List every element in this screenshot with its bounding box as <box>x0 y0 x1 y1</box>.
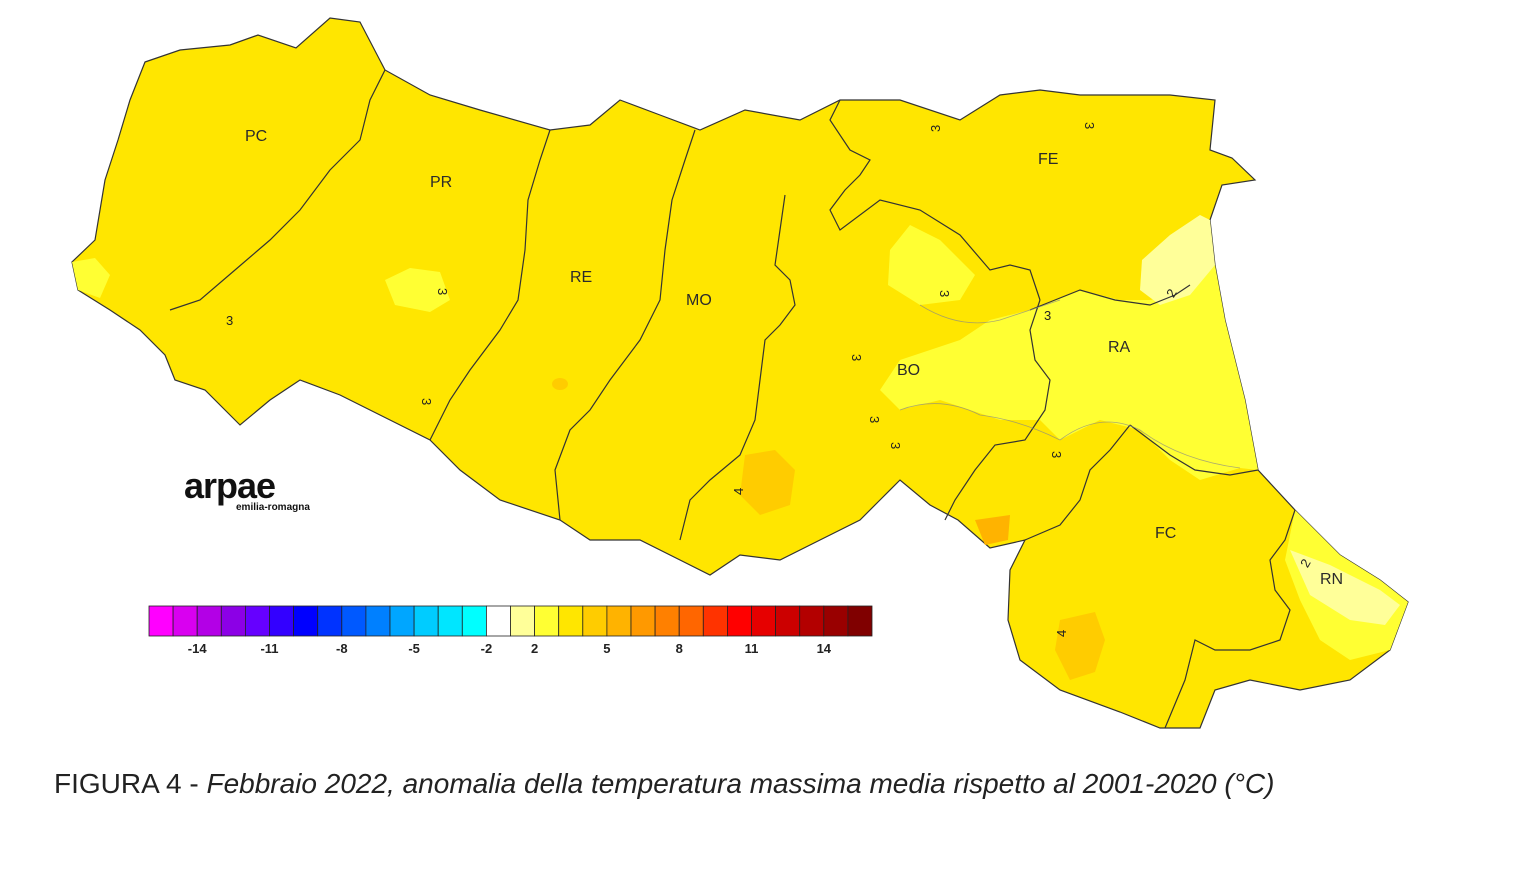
legend-swatch <box>775 605 801 637</box>
legend-swatch <box>437 605 463 637</box>
legend-tick-label: 8 <box>676 641 683 656</box>
legend-swatch <box>702 605 728 637</box>
legend-swatch <box>365 605 391 637</box>
legend-tick-label: 11 <box>745 641 759 656</box>
logo-text: arpae <box>184 465 276 506</box>
zone-anomaly-4-5-bo <box>975 515 1010 545</box>
legend-swatch <box>220 605 246 637</box>
zone-anomaly-4-5-re <box>552 378 568 390</box>
legend-swatch <box>654 605 680 637</box>
contour-label: 3 <box>888 442 903 449</box>
contour-label: 3 <box>419 398 434 405</box>
contour-label: 3 <box>928 125 943 132</box>
legend-swatch <box>196 605 222 637</box>
contour-label: 3 <box>1044 308 1051 323</box>
province-label-fe: FE <box>1038 151 1058 168</box>
legend-swatch <box>269 605 295 637</box>
legend-swatch <box>678 605 704 637</box>
color-legend <box>148 605 873 637</box>
caption-prefix: FIGURA 4 - <box>54 768 207 799</box>
legend-swatch <box>799 605 825 637</box>
contour-label: 3 <box>226 313 233 328</box>
zone-anomaly-1-2-coast <box>1140 215 1215 305</box>
legend-tick-label: 2 <box>531 641 538 656</box>
logo-subtitle: emilia-romagna <box>236 502 310 513</box>
contour-label: 4 <box>1054 630 1069 637</box>
legend-swatch <box>244 605 270 637</box>
legend-swatch <box>727 605 752 637</box>
contour-label: 3 <box>867 416 882 423</box>
contour-label: 3 <box>435 288 450 295</box>
legend-tick-label: -8 <box>336 641 348 656</box>
province-label-mo: MO <box>686 292 712 309</box>
province-label-pc: PC <box>245 128 267 145</box>
legend-tick-label: 5 <box>603 641 610 656</box>
contour-label: 3 <box>849 354 864 361</box>
zone-anomaly-4-5-modena <box>740 450 795 515</box>
legend-swatch <box>172 605 198 637</box>
legend-swatch <box>534 605 560 637</box>
legend-swatch <box>341 605 367 637</box>
legend-swatch <box>485 605 511 637</box>
legend-tick-label: -14 <box>188 641 208 656</box>
province-label-pr: PR <box>430 174 452 191</box>
legend-swatch <box>582 605 608 637</box>
legend-swatch <box>847 605 873 637</box>
contour-label: 3 <box>1049 451 1064 458</box>
contour-label: 4 <box>731 488 746 495</box>
contour-label: 3 <box>1082 122 1097 129</box>
zone-anomaly-2-3-parma <box>385 268 450 312</box>
province-label-bo: BO <box>897 362 920 379</box>
province-label-ra: RA <box>1108 339 1131 356</box>
legend-swatch <box>293 605 319 637</box>
legend-tick-label: -2 <box>481 641 493 656</box>
province-label-rn: RN <box>1320 571 1343 588</box>
legend-swatch <box>510 605 536 637</box>
legend-swatch <box>823 605 849 637</box>
zone-anomaly-2-3-east <box>880 265 1258 480</box>
legend-tick-label: -11 <box>260 641 278 656</box>
legend-swatch <box>413 605 439 637</box>
legend-swatch <box>461 605 487 637</box>
legend-tick-label: -5 <box>408 641 420 656</box>
zone-anomaly-2-3-west <box>72 258 110 298</box>
province-label-re: RE <box>570 269 592 286</box>
zone-anomaly-1-2-rn <box>1290 550 1400 625</box>
legend-swatch <box>751 605 777 637</box>
province-label-fc: FC <box>1155 525 1176 542</box>
zone-anomaly-4-5-fc <box>1055 612 1105 680</box>
legend-swatch <box>389 605 415 637</box>
legend-swatch <box>630 605 656 637</box>
figure-caption: FIGURA 4 - Febbraio 2022, anomalia della… <box>54 762 1474 806</box>
zone-anomaly-2-3-ferrara <box>888 225 975 305</box>
legend-swatch <box>558 605 584 637</box>
legend-swatch <box>148 605 174 637</box>
color-legend-ticks: -14 -11 -8 -5 -2 2 5 8 11 14 <box>188 641 832 656</box>
arpae-logo: arpae emilia-romagna <box>184 465 310 514</box>
caption-text: Febbraio 2022, anomalia della temperatur… <box>206 768 1275 799</box>
contour-label: 3 <box>937 290 952 297</box>
legend-swatch <box>606 605 632 637</box>
legend-tick-label: 14 <box>817 641 832 656</box>
region-shape <box>71 17 1409 729</box>
legend-swatch <box>317 605 343 637</box>
temperature-anomaly-map: PC PR RE MO BO FE RA FC RN 3 3 3 3 3 3 3… <box>71 17 1409 729</box>
contour-lines <box>899 299 1241 469</box>
province-borders <box>169 69 1296 729</box>
